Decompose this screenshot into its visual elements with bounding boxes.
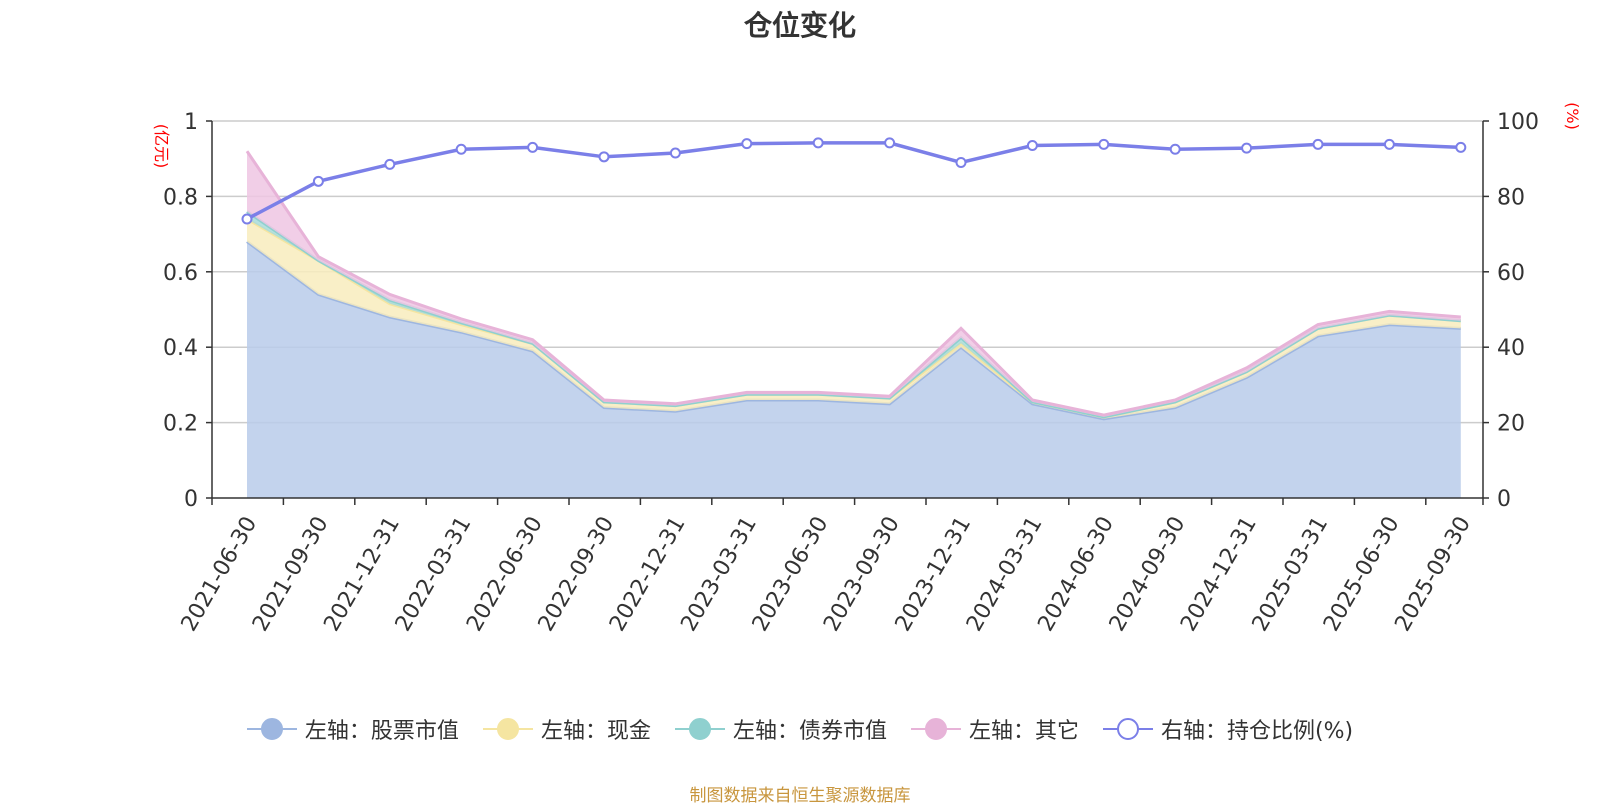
right-tick-label: 100 xyxy=(1497,110,1539,135)
left-tick-label: 0.2 xyxy=(163,412,198,437)
legend-marker-icon xyxy=(910,715,961,743)
legend-marker-icon xyxy=(482,715,533,743)
right-tick-label: 0 xyxy=(1497,487,1511,512)
right-tick-label: 40 xyxy=(1497,336,1525,361)
x-tick-label: 2021-09-30 xyxy=(248,513,334,636)
x-tick-label: 2023-09-30 xyxy=(819,513,905,636)
legend-label: 左轴：其它 xyxy=(968,719,1079,744)
ratio-point xyxy=(1169,143,1181,155)
x-tick-label: 2021-06-30 xyxy=(177,513,263,636)
ratio-point xyxy=(1098,138,1110,150)
legend-item[interactable]: 左轴：现金 xyxy=(482,713,651,745)
legend-item[interactable]: 左轴：其它 xyxy=(910,713,1079,745)
area-edge-3 xyxy=(245,150,1461,417)
ratio-point xyxy=(241,213,253,225)
right-axis-unit: (%) xyxy=(1563,102,1582,130)
legend-item[interactable]: 左轴：股票市值 xyxy=(246,713,459,745)
left-tick-label: 1 xyxy=(184,110,198,135)
x-tick-label: 2023-03-31 xyxy=(676,513,762,636)
ratio-point xyxy=(1312,138,1324,150)
right-tick-label: 60 xyxy=(1497,261,1525,286)
ratio-point xyxy=(884,137,896,149)
legend-label: 左轴：现金 xyxy=(540,719,651,744)
x-tick-label: 2024-06-30 xyxy=(1033,513,1119,636)
ratio-point xyxy=(527,141,539,153)
x-tick-label: 2025-09-30 xyxy=(1390,513,1476,636)
chart-title: 仓位变化 xyxy=(743,9,856,42)
x-tick-label: 2023-12-31 xyxy=(891,513,977,636)
area-series xyxy=(245,150,1461,498)
ratio-point xyxy=(1455,141,1467,153)
legend-marker-icon xyxy=(674,715,725,743)
ratio-point xyxy=(1241,142,1253,154)
x-tick-label: 2024-12-31 xyxy=(1176,513,1262,636)
left-tick-label: 0.8 xyxy=(163,185,198,210)
ratio-point xyxy=(312,175,324,187)
legend: 左轴：股票市值 左轴：现金 左轴：债券市值 左轴：其它 右轴：持仓比例(%) xyxy=(0,713,1600,745)
legend-item[interactable]: 左轴：债券市值 xyxy=(674,713,887,745)
left-tick-label: 0.4 xyxy=(163,336,198,361)
right-tick-label: 20 xyxy=(1497,412,1525,437)
x-tick-label: 2021-12-31 xyxy=(319,513,405,636)
ratio-point xyxy=(1026,140,1038,152)
ratio-point xyxy=(384,158,396,170)
ratio-point xyxy=(455,143,467,155)
left-tick-label: 0 xyxy=(184,487,198,512)
area-0 xyxy=(247,241,1461,498)
ratio-point xyxy=(598,151,610,163)
x-tick-label: 2024-03-31 xyxy=(962,513,1048,636)
x-tick-label: 2025-06-30 xyxy=(1319,513,1405,636)
x-tick-label: 2022-06-30 xyxy=(462,513,548,636)
left-axis-unit: (亿元) xyxy=(152,124,171,169)
legend-label: 右轴：持仓比例(%) xyxy=(1160,719,1354,744)
x-tick-label: 2022-12-31 xyxy=(605,513,691,636)
ratio-point xyxy=(1383,138,1395,150)
x-tick-label: 2023-06-30 xyxy=(748,513,834,636)
x-tick-label: 2022-03-31 xyxy=(391,513,477,636)
legend-label: 左轴：股票市值 xyxy=(304,719,459,744)
ratio-line xyxy=(246,141,1461,221)
left-tick-label: 0.6 xyxy=(163,261,198,286)
ratio-point xyxy=(955,156,967,168)
ratio-line-series xyxy=(241,137,1467,225)
ratio-point xyxy=(669,147,681,159)
legend-marker-icon xyxy=(246,715,297,743)
ratio-point xyxy=(812,137,824,149)
chart-plot: 00.20.40.60.810204060801002021-06-302021… xyxy=(152,102,1582,636)
x-tick-label: 2024-09-30 xyxy=(1105,513,1191,636)
source-note: 制图数据来自恒生聚源数据库 xyxy=(689,786,911,806)
right-tick-label: 80 xyxy=(1497,185,1525,210)
legend-item[interactable]: 右轴：持仓比例(%) xyxy=(1102,713,1354,745)
legend-marker-icon xyxy=(1102,715,1153,743)
legend-label: 左轴：债券市值 xyxy=(732,719,887,744)
ratio-point xyxy=(741,138,753,150)
x-tick-label: 2022-09-30 xyxy=(534,513,620,636)
x-tick-label: 2025-03-31 xyxy=(1248,513,1334,636)
